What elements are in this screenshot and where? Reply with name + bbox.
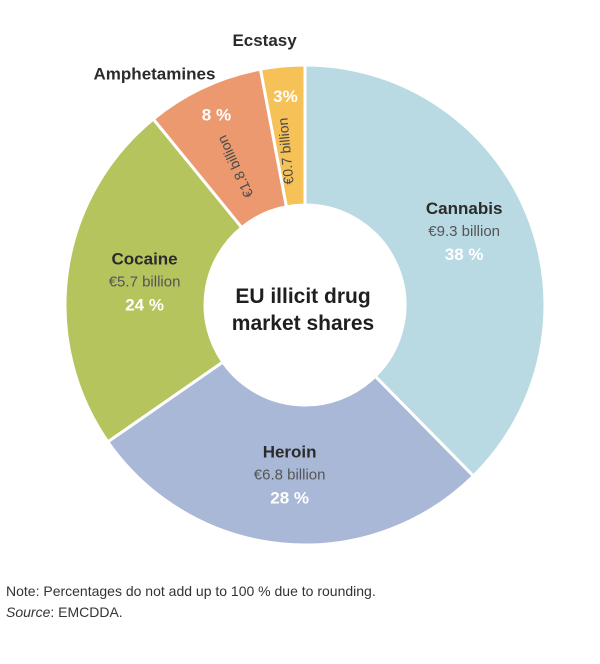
label-percent-heroin: 28 % [270,488,309,507]
slice-ecstasy [258,63,307,209]
source-value: : EMCDDA. [50,604,123,620]
label-percent-cannabis: 38 % [445,245,484,264]
label-value-ecstasy: €0.7 billion [274,117,296,185]
label-value-cannabis: €9.3 billion [428,223,500,240]
chart-title-line-2: market shares [232,312,374,335]
slice-cannabis [303,63,547,479]
label-percent-cocaine: 24 % [125,295,164,314]
slices-group [63,63,547,547]
slice-cocaine [63,116,244,444]
slice-heroin [105,359,476,547]
label-name-cannabis: Cannabis [426,199,503,218]
label-name-heroin: Heroin [263,442,317,461]
label-percent-amphetamines: 8 % [202,106,231,125]
label-name-ecstasy: Ecstasy [232,31,297,50]
label-value-cocaine: €5.7 billion [109,273,181,290]
donut-chart: Cannabis €9.3 billion 38 % Heroin €6.8 billi… [63,31,547,547]
source-label: Source [6,604,51,620]
chart-title-line-1: EU illicit drug [235,285,370,308]
label-name-amphetamines: Amphetamines [94,64,216,83]
label-percent-ecstasy: 3% [273,87,298,106]
label-name-cocaine: Cocaine [112,249,178,268]
source-line: Source: EMCDDA. [6,604,123,620]
label-value-heroin: €6.8 billion [254,466,326,483]
footnote: Note: Percentages do not add up to 100 %… [6,583,376,599]
